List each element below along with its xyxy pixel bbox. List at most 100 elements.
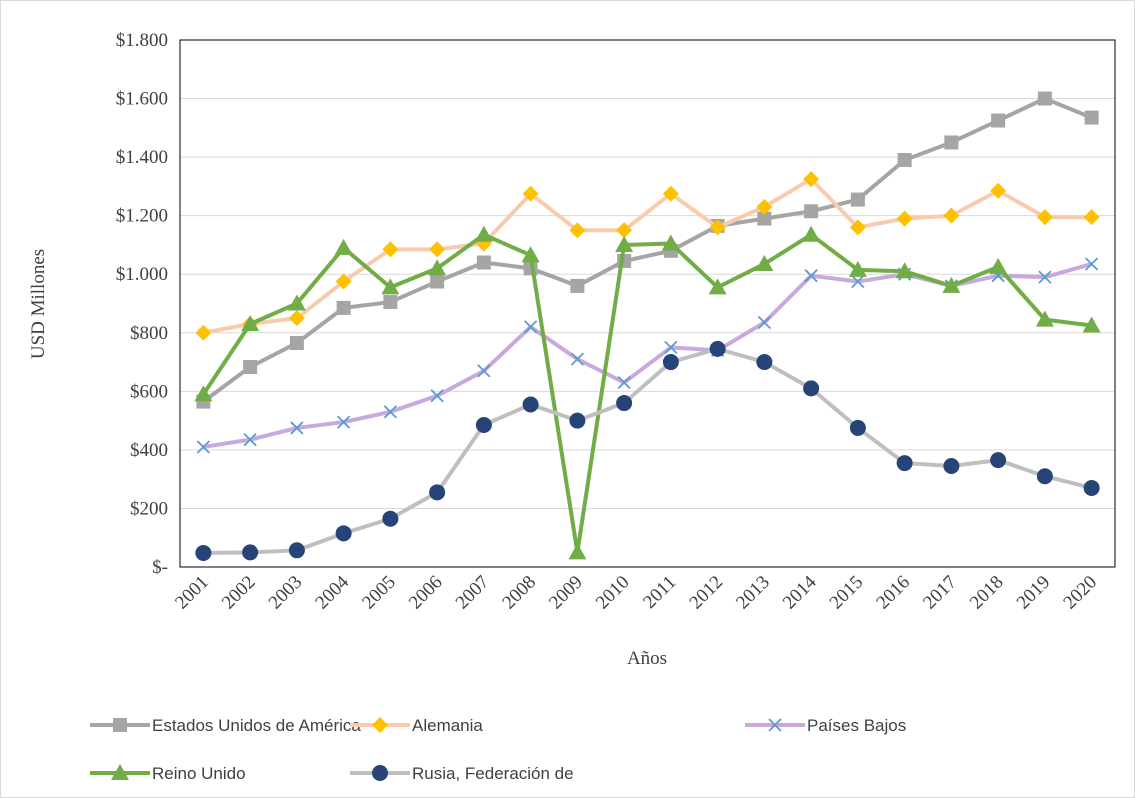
data-point bbox=[991, 113, 1006, 128]
legend-marker bbox=[111, 764, 129, 780]
data-point bbox=[336, 415, 351, 429]
data-point bbox=[523, 320, 538, 334]
plot-border bbox=[179, 39, 1116, 568]
data-point bbox=[617, 375, 631, 390]
y-tick-label: $600 bbox=[130, 381, 168, 402]
data-point bbox=[522, 396, 539, 413]
data-point bbox=[287, 294, 306, 311]
legend-marker bbox=[113, 718, 127, 732]
data-point bbox=[851, 274, 865, 289]
data-point bbox=[522, 185, 539, 202]
data-point bbox=[803, 380, 820, 397]
data-point bbox=[242, 544, 259, 561]
data-point bbox=[1038, 270, 1052, 284]
data-point bbox=[429, 241, 446, 258]
data-point bbox=[474, 225, 493, 242]
data-point bbox=[1037, 91, 1052, 106]
data-point bbox=[943, 457, 960, 474]
data-point bbox=[429, 484, 446, 501]
data-point bbox=[1083, 209, 1100, 226]
data-point bbox=[943, 207, 960, 224]
legend-marker bbox=[372, 765, 388, 781]
y-tick-label: $1.600 bbox=[116, 89, 168, 110]
data-point bbox=[804, 204, 819, 219]
data-point bbox=[195, 544, 212, 561]
y-tick-label: $1.800 bbox=[116, 30, 168, 51]
data-point bbox=[334, 238, 353, 255]
data-point bbox=[708, 278, 727, 295]
y-tick-label: $1.200 bbox=[116, 206, 168, 227]
data-point bbox=[990, 182, 1007, 199]
data-point bbox=[288, 310, 305, 327]
data-point bbox=[243, 433, 257, 447]
data-point bbox=[477, 364, 491, 378]
data-point bbox=[662, 185, 679, 202]
data-point bbox=[849, 219, 866, 236]
legend-marker bbox=[372, 717, 388, 733]
data-point bbox=[289, 336, 304, 351]
data-point bbox=[895, 262, 914, 279]
data-point bbox=[196, 440, 211, 454]
y-tick-label: $400 bbox=[130, 440, 168, 461]
data-point bbox=[383, 295, 398, 310]
data-point bbox=[1036, 209, 1053, 226]
data-point bbox=[335, 525, 352, 542]
legend-label: Estados Unidos de América bbox=[152, 716, 361, 735]
data-point bbox=[709, 340, 726, 357]
y-tick-label: $- bbox=[152, 557, 168, 578]
data-point bbox=[241, 314, 260, 331]
data-point bbox=[756, 354, 773, 371]
data-point bbox=[195, 324, 212, 341]
data-point bbox=[336, 300, 351, 315]
data-point bbox=[568, 543, 587, 560]
data-point bbox=[521, 246, 540, 263]
legend-label: Alemania bbox=[412, 716, 483, 735]
data-point bbox=[989, 257, 1008, 274]
legend-label: Reino Unido bbox=[152, 764, 246, 783]
data-point bbox=[616, 222, 633, 239]
data-point bbox=[757, 315, 772, 330]
data-point bbox=[570, 278, 585, 293]
series-line bbox=[202, 96, 1093, 404]
data-point bbox=[570, 352, 585, 366]
data-point bbox=[896, 210, 913, 227]
legend-marker bbox=[768, 718, 782, 732]
data-point bbox=[990, 452, 1007, 469]
data-point bbox=[1084, 110, 1099, 125]
data-point bbox=[615, 235, 634, 252]
data-point bbox=[430, 389, 444, 403]
data-point bbox=[897, 153, 912, 168]
data-point bbox=[757, 211, 772, 226]
data-point bbox=[709, 219, 726, 236]
x-axis-label: Años bbox=[627, 648, 667, 669]
data-point bbox=[756, 198, 773, 215]
series-line bbox=[203, 177, 1092, 335]
data-point bbox=[616, 395, 633, 412]
data-point bbox=[290, 421, 304, 435]
data-point bbox=[243, 360, 258, 375]
y-tick-label: $200 bbox=[130, 498, 168, 519]
y-tick-label: $800 bbox=[130, 323, 168, 344]
data-point bbox=[335, 273, 352, 290]
data-point bbox=[476, 255, 491, 270]
data-point bbox=[849, 419, 866, 436]
data-point bbox=[382, 510, 399, 527]
data-point bbox=[803, 171, 820, 188]
data-point bbox=[896, 455, 913, 472]
data-point bbox=[475, 417, 492, 434]
data-point bbox=[848, 260, 867, 277]
data-point bbox=[383, 405, 398, 419]
y-axis-label: USD Millones bbox=[28, 249, 49, 359]
data-point bbox=[382, 241, 399, 258]
data-point bbox=[664, 340, 678, 355]
data-point bbox=[428, 259, 447, 276]
data-point bbox=[850, 192, 865, 207]
data-point bbox=[569, 412, 586, 429]
data-point bbox=[755, 254, 774, 271]
legend-label: Países Bajos bbox=[807, 716, 906, 735]
data-point bbox=[661, 234, 680, 251]
data-point bbox=[802, 225, 821, 242]
data-point bbox=[569, 222, 586, 239]
data-point bbox=[194, 385, 213, 402]
